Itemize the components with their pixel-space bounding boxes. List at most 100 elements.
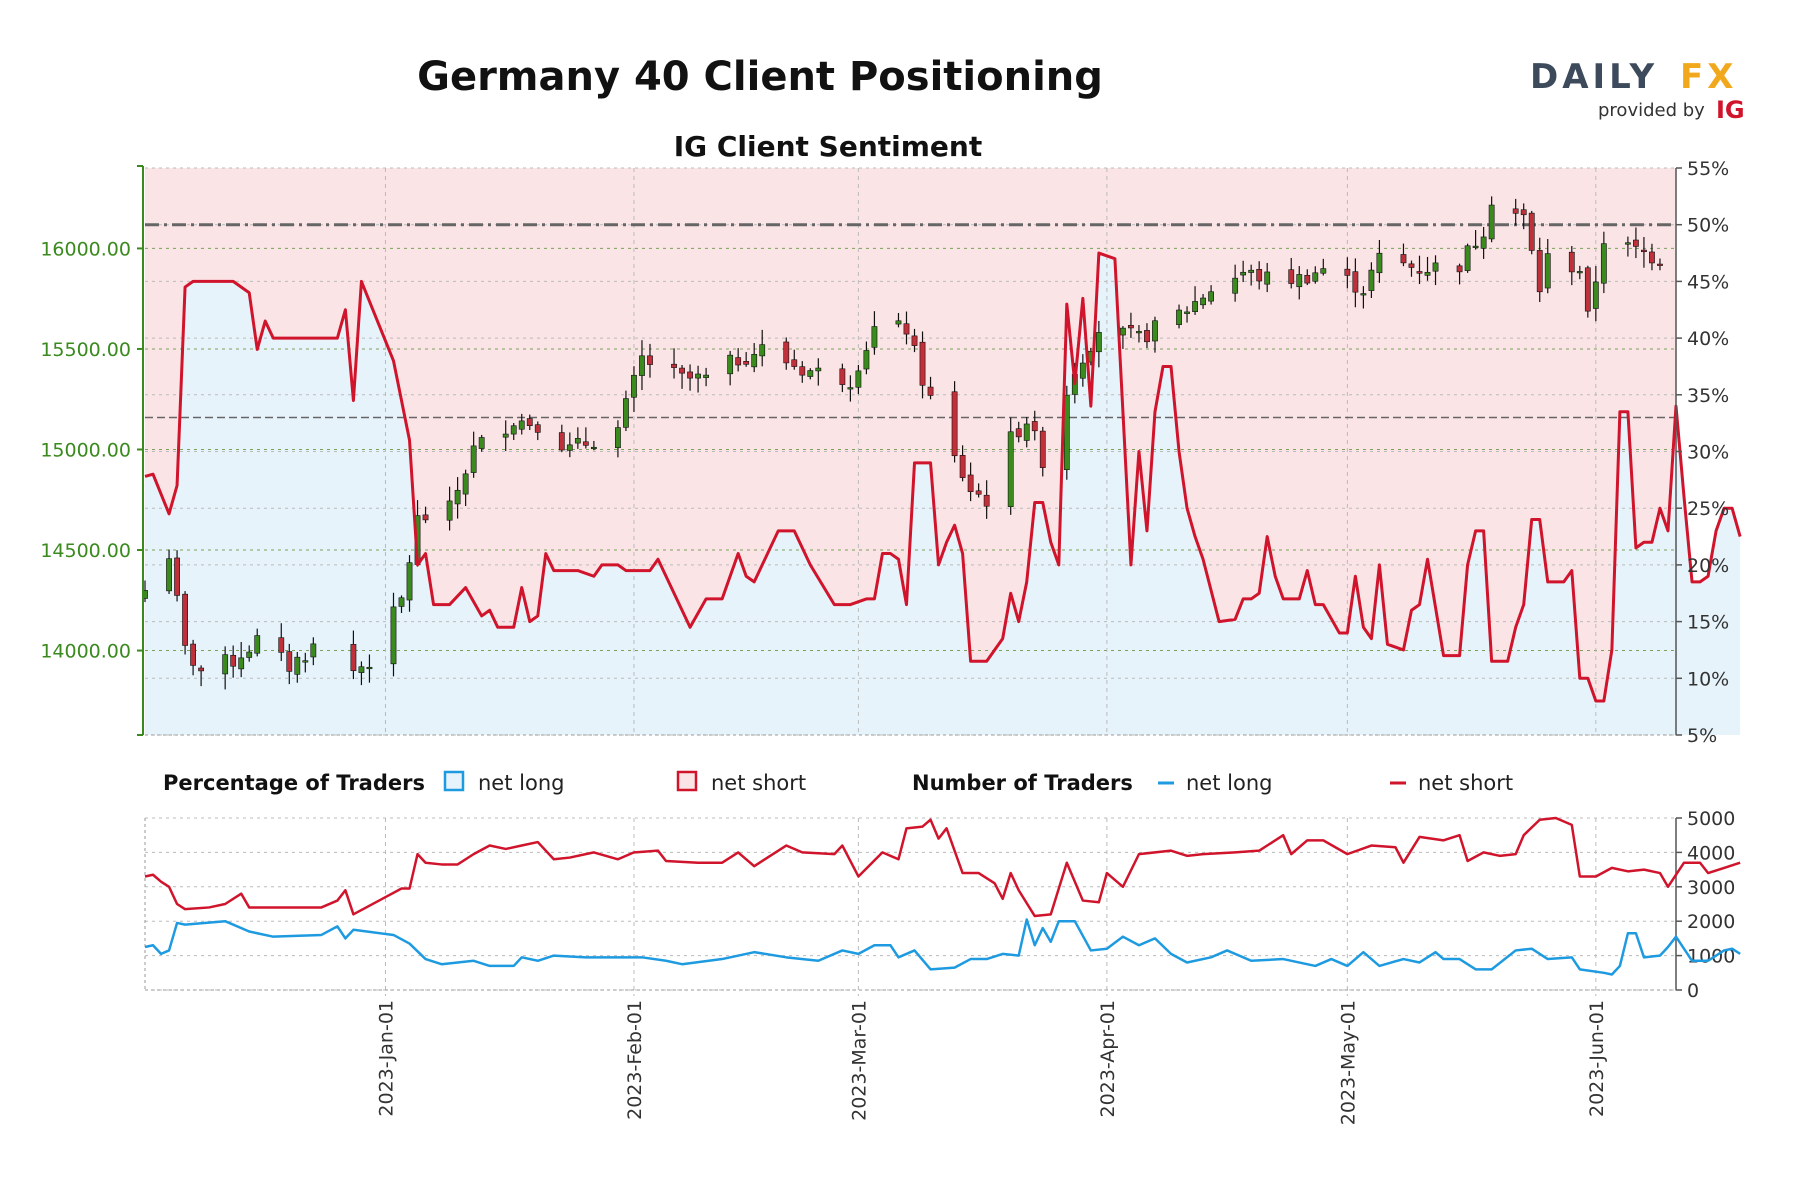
pct-tick-label: 35%	[1687, 385, 1729, 407]
pct-tick-label: 10%	[1687, 668, 1729, 690]
candle-body	[1152, 320, 1158, 342]
candle-body	[615, 427, 621, 449]
legend-pct-long-swatch	[443, 770, 465, 792]
candle-body	[791, 359, 798, 367]
net-short-pct-line	[144, 251, 1742, 703]
candle-body	[590, 446, 597, 450]
candle-body	[1472, 245, 1479, 248]
candle-body	[254, 635, 261, 654]
candle-body	[863, 350, 870, 370]
candle-body	[478, 437, 485, 449]
candle-body	[1584, 267, 1591, 312]
candle-body	[1600, 243, 1607, 284]
candle-body	[895, 320, 902, 325]
candle-body	[1512, 208, 1519, 214]
logo-brand-a: DAILY	[1530, 57, 1658, 97]
candle-body	[743, 361, 750, 365]
candle-body	[390, 606, 397, 665]
candle-body	[959, 455, 966, 478]
chart-subtitle: IG Client Sentiment	[674, 130, 983, 163]
legend-pct-short-swatch	[676, 770, 698, 792]
candle-body	[1344, 268, 1351, 276]
candle-body	[1480, 236, 1487, 249]
candle-body	[1592, 281, 1599, 309]
candle-body	[582, 441, 589, 446]
logo-brand-b: FX	[1680, 57, 1737, 97]
candle-body	[751, 354, 758, 368]
candle-body	[1015, 428, 1022, 438]
candle-body	[534, 424, 541, 433]
candle-body	[847, 387, 854, 390]
candle-body	[1633, 239, 1639, 247]
candle-body	[350, 644, 357, 672]
candle-body	[1360, 293, 1367, 296]
candle-body	[398, 597, 405, 607]
candle-body	[975, 490, 982, 495]
x-tick-label: 2023-May-01	[1337, 1000, 1359, 1125]
candle-body	[1120, 327, 1126, 336]
candle-body	[927, 386, 934, 396]
pct-tick-label: 20%	[1687, 555, 1729, 577]
pct-tick-label: 40%	[1687, 328, 1729, 350]
candle-body	[286, 651, 293, 672]
candle-body	[190, 643, 196, 666]
candle-body	[911, 335, 918, 346]
candle-body	[1488, 204, 1495, 240]
candle-body	[278, 637, 285, 653]
candle-body	[294, 656, 301, 675]
candle-body	[510, 425, 517, 435]
legend-num-long: net long	[1186, 771, 1272, 795]
main-panel: 14000.00 14500.00 15000.00 15500.00 16000.00…	[40, 158, 1742, 747]
candle-body	[422, 514, 429, 521]
candle-body	[1408, 263, 1415, 268]
candle-body	[671, 363, 677, 368]
candle-body	[1544, 253, 1551, 289]
candle-body	[1240, 271, 1247, 276]
candle-body	[903, 323, 910, 335]
pct-tick-label: 50%	[1687, 215, 1729, 237]
price-tick-label: 16000.00	[40, 238, 131, 260]
candle-body	[1536, 250, 1543, 293]
x-tick-label: 2023-Apr-01	[1097, 1000, 1119, 1117]
candle-body	[783, 341, 790, 364]
x-tick-label: 2023-Jan-01	[375, 1000, 397, 1117]
candle-body	[807, 370, 814, 377]
candle-body	[687, 371, 693, 379]
legend-num-short: net short	[1418, 771, 1513, 795]
candle-body	[462, 473, 469, 495]
chart-title: Germany 40 Client Positioning	[417, 54, 1103, 100]
candle-body	[1400, 254, 1407, 264]
candle-body	[1376, 252, 1383, 274]
legend-pct-short: net short	[711, 771, 806, 795]
legend-num-heading: Number of Traders	[912, 771, 1133, 795]
candle-body	[238, 657, 245, 670]
candle-body	[366, 666, 373, 670]
price-tick-label: 14000.00	[40, 641, 131, 663]
candle-body	[174, 557, 180, 596]
pct-tick-label: 25%	[1687, 498, 1729, 520]
candle-body	[1184, 311, 1190, 314]
candle-body	[1232, 277, 1239, 294]
candle-body	[1657, 263, 1663, 266]
candle-body	[1625, 242, 1631, 245]
candle-body	[1576, 271, 1583, 274]
candle-body	[230, 654, 237, 667]
price-tick-label: 15500.00	[40, 339, 131, 361]
pct-tick-label: 30%	[1687, 442, 1729, 464]
candle-body	[1424, 271, 1431, 276]
candle-body	[1264, 271, 1271, 285]
candle-body	[558, 432, 565, 451]
pct-tick-label: 5%	[1687, 725, 1717, 747]
legend: Percentage of Traders net long net short…	[163, 770, 1513, 795]
candle-body	[1031, 421, 1038, 432]
candle-body	[1176, 309, 1182, 325]
num-net-short-line	[144, 816, 1741, 918]
candle-body	[566, 444, 573, 451]
candle-body	[1144, 330, 1150, 343]
candle-body	[1007, 431, 1014, 507]
candle-body	[1208, 291, 1214, 302]
candle-body	[1200, 297, 1206, 306]
candle-body	[1304, 274, 1311, 284]
candle-body	[1128, 325, 1134, 329]
